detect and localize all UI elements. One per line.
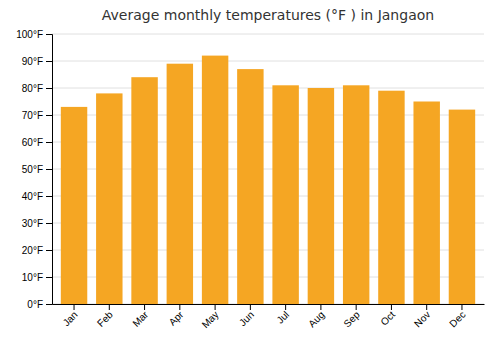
bars: [61, 56, 475, 304]
x-tick-mark: [179, 304, 180, 310]
x-tick-label: May: [200, 309, 221, 330]
bar: [272, 85, 298, 304]
x-tick: Nov: [412, 304, 432, 329]
y-tick: 30°F: [22, 218, 52, 229]
y-tick: 100°F: [16, 29, 52, 40]
x-tick: Aug: [306, 304, 326, 329]
x-tick-mark: [250, 304, 251, 310]
x-tick-label: Feb: [95, 309, 115, 329]
bar: [96, 93, 122, 304]
bar: [449, 110, 475, 304]
x-tick-mark: [356, 304, 357, 310]
x-tick-label: Jul: [274, 309, 291, 326]
y-tick-mark: [46, 142, 52, 143]
x-tick-label: Sep: [341, 309, 362, 330]
y-tick: 50°F: [22, 164, 52, 175]
y-tick: 80°F: [22, 83, 52, 94]
x-tick: Oct: [378, 304, 397, 328]
x-tick: Mar: [130, 304, 150, 329]
x-tick: Jun: [237, 304, 256, 328]
y-tick: 0°F: [27, 299, 52, 310]
y-tick-mark: [46, 223, 52, 224]
y-tick-label: 0°F: [27, 299, 43, 310]
y-tick-mark: [46, 115, 52, 116]
y-tick-label: 20°F: [22, 245, 43, 256]
x-tick-label: Dec: [447, 309, 467, 329]
y-tick-label: 80°F: [22, 83, 43, 94]
y-tick-mark: [46, 277, 52, 278]
chart: 0°F 10°F 20°F 30°F 40°F 50°F 60°F 70°F 80°F 90°F 1…: [0, 0, 500, 350]
bar: [202, 56, 228, 304]
x-tick-mark: [215, 304, 216, 310]
y-tick: 70°F: [22, 110, 52, 121]
x-tick-label: Mar: [130, 308, 150, 328]
x-tick-mark: [426, 304, 427, 310]
y-tick-mark: [46, 250, 52, 251]
y-tick-mark: [46, 196, 52, 197]
x-tick-mark: [285, 304, 286, 310]
bar: [167, 64, 193, 304]
y-tick-mark: [46, 34, 52, 35]
y-axis: 0°F 10°F 20°F 30°F 40°F 50°F 60°F 70°F 80°F 90°F 1…: [16, 29, 52, 310]
x-tick: Sep: [341, 304, 362, 329]
x-axis-line: [53, 304, 485, 305]
y-tick-mark: [46, 169, 52, 170]
y-tick-label: 100°F: [16, 29, 43, 40]
y-tick-mark: [46, 304, 52, 305]
bar: [378, 91, 404, 304]
x-tick-label: Nov: [412, 309, 432, 329]
y-axis-line: [46, 35, 53, 305]
y-tick: 90°F: [22, 56, 52, 67]
x-tick-mark: [461, 304, 462, 310]
x-tick: Dec: [447, 304, 467, 329]
x-tick-mark: [391, 304, 392, 310]
title: Average monthly temperatures (°F ) in Ja…: [102, 7, 434, 23]
x-tick: Jan: [61, 304, 80, 328]
bar: [343, 85, 369, 304]
plot: 0°F 10°F 20°F 30°F 40°F 50°F 60°F 70°F 80°F 90°F 1…: [16, 29, 484, 330]
x-tick-label: Jan: [61, 309, 80, 328]
grid-line: [52, 34, 484, 35]
x-tick: May: [200, 304, 221, 330]
bar: [131, 77, 157, 304]
x-tick-mark: [144, 304, 145, 310]
y-tick-label: 50°F: [22, 164, 43, 175]
x-tick-label: Aug: [306, 309, 326, 329]
y-tick-label: 70°F: [22, 110, 43, 121]
grid-line: [52, 61, 484, 62]
x-tick-label: Jun: [237, 309, 256, 328]
grid: [52, 34, 484, 304]
y-tick: 60°F: [22, 137, 52, 148]
x-axis: Jan Feb Mar Apr May Jun Jul Aug Sep Oct Nov Dec: [53, 304, 485, 330]
grid-line: [52, 88, 484, 89]
x-tick: Jul: [274, 304, 291, 326]
bar: [61, 107, 87, 304]
y-tick-mark: [46, 61, 52, 62]
y-tick-label: 60°F: [22, 137, 43, 148]
x-tick-mark: [109, 304, 110, 310]
y-tick-label: 90°F: [22, 56, 43, 67]
y-tick-label: 40°F: [22, 191, 43, 202]
bar: [237, 69, 263, 304]
y-tick: 10°F: [22, 272, 52, 283]
y-tick: 40°F: [22, 191, 52, 202]
x-tick: Feb: [95, 304, 115, 329]
x-tick-mark: [320, 304, 321, 310]
y-tick-label: 30°F: [22, 218, 43, 229]
y-tick-label: 10°F: [22, 272, 43, 283]
x-tick-mark: [74, 304, 75, 310]
y-tick-mark: [46, 88, 52, 89]
x-tick: Apr: [167, 304, 186, 328]
x-tick-label: Apr: [167, 308, 186, 327]
y-tick: 20°F: [22, 245, 52, 256]
bar: [413, 102, 439, 305]
bar: [308, 88, 334, 304]
x-tick-label: Oct: [378, 309, 397, 328]
